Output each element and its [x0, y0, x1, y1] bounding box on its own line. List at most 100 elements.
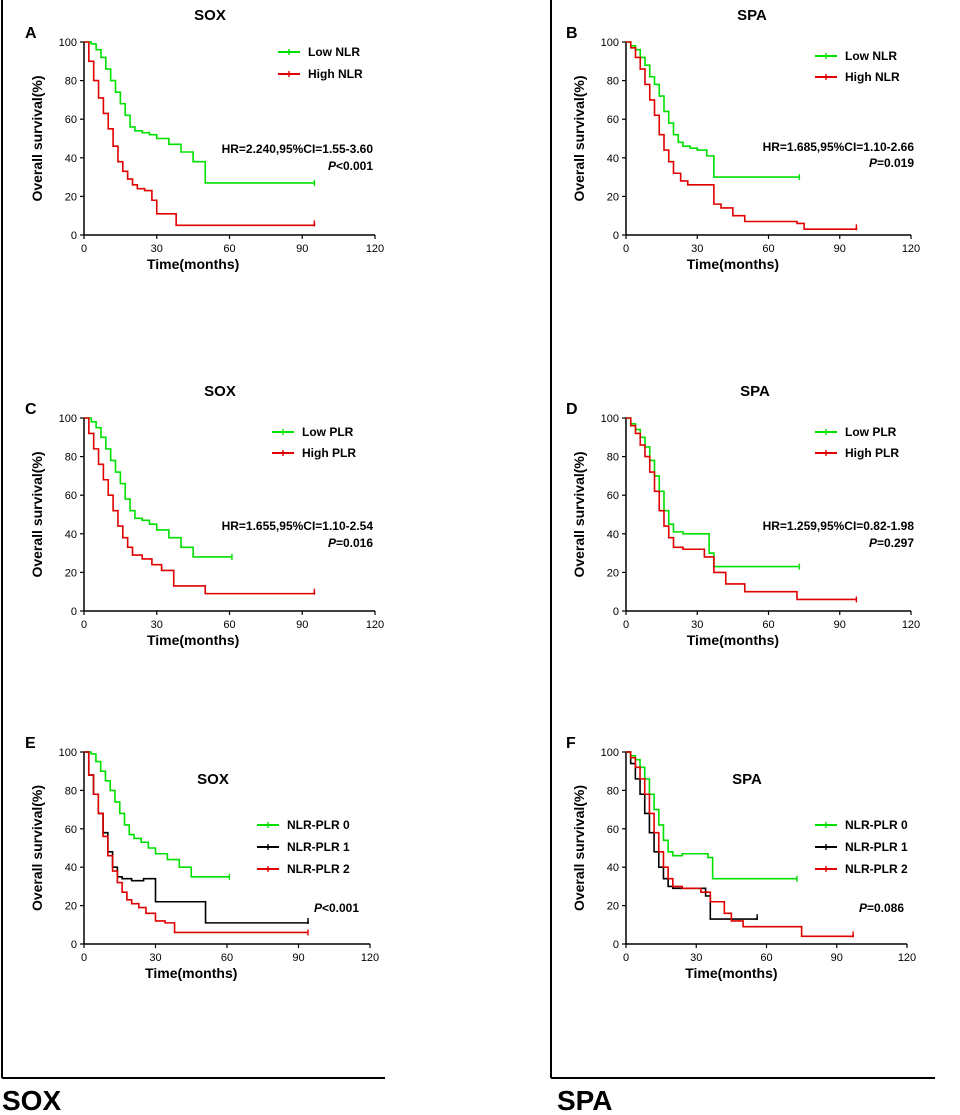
x-tick-label: 0 [623, 243, 629, 255]
x-tick-label: 120 [902, 619, 920, 631]
x-tick-label: 60 [223, 619, 235, 631]
p-symbol: P [859, 901, 868, 915]
y-tick-label: 20 [65, 191, 77, 203]
x-axis-label: Time(months) [687, 632, 779, 648]
x-tick-label: 30 [691, 619, 703, 631]
p-value-annotation: P=0.019 [869, 156, 914, 170]
x-tick-label: 30 [151, 243, 163, 255]
y-tick-label: 80 [65, 785, 77, 797]
x-tick-label: 0 [81, 952, 87, 964]
x-tick-label: 90 [834, 243, 846, 255]
p-symbol: P [328, 159, 337, 173]
x-tick-label: 0 [81, 619, 87, 631]
legend-label: Low NLR [308, 45, 360, 59]
panel-f: F SPA 0 20 40 60 80 100 0 30 60 90 120 Time(months) Ov… [566, 735, 916, 981]
y-tick-label: 100 [601, 413, 619, 425]
series-line-nlr-plr-0 [626, 751, 797, 880]
p-symbol: P [869, 536, 878, 550]
x-tick-label: 60 [223, 243, 235, 255]
p-value: =0.019 [877, 156, 914, 170]
x-axis-label: Time(months) [685, 965, 777, 981]
legend-label: Low PLR [845, 425, 897, 439]
y-tick-label: 40 [607, 529, 619, 541]
x-axis-label: Time(months) [687, 256, 779, 272]
x-tick-label: 60 [762, 243, 774, 255]
panel-letter: C [25, 401, 37, 418]
panel-letter: A [25, 25, 37, 42]
x-axis-label: Time(months) [145, 965, 237, 981]
series-line-high-nlr [626, 41, 858, 231]
y-tick-label: 20 [607, 901, 619, 913]
y-axis-label: Overall survival(%) [571, 785, 587, 911]
x-tick-label: 30 [151, 619, 163, 631]
series-line-nlr-plr-2 [626, 751, 854, 938]
x-tick-label: 120 [366, 619, 384, 631]
legend-label: NLR-PLR 1 [845, 840, 908, 854]
legend-label: NLR-PLR 0 [287, 818, 350, 832]
x-tick-label: 90 [831, 952, 843, 964]
legend-label: NLR-PLR 2 [845, 862, 908, 876]
panel-title: SPA [732, 771, 762, 788]
series-line-low-nlr [84, 41, 315, 184]
legend-label: NLR-PLR 0 [845, 818, 908, 832]
group-label-spa: SPA [557, 1085, 613, 1115]
y-axis-label: Overall survival(%) [29, 451, 45, 577]
series-line-low-plr [626, 417, 800, 568]
y-tick-label: 40 [607, 153, 619, 165]
panel-title: SPA [737, 7, 767, 24]
p-symbol: P [869, 156, 878, 170]
x-tick-label: 60 [760, 952, 772, 964]
p-value-annotation: P<0.001 [328, 159, 373, 173]
series-line-high-plr [626, 417, 857, 601]
x-tick-label: 0 [623, 952, 629, 964]
x-tick-label: 120 [902, 243, 920, 255]
y-tick-label: 60 [607, 490, 619, 502]
series-line-nlr-plr-0 [84, 751, 230, 878]
legend-label: High PLR [845, 446, 899, 460]
y-tick-label: 20 [607, 191, 619, 203]
p-value-annotation: P=0.016 [328, 536, 373, 550]
panels: A SOX 0 20 40 60 80 100 0 30 60 90 120 Time(months) Ov… [25, 7, 920, 981]
legend-label: NLR-PLR 1 [287, 840, 350, 854]
series-line-nlr-plr-2 [84, 751, 309, 934]
series-line-low-nlr [626, 41, 800, 178]
panel-letter: B [566, 25, 578, 42]
p-value-annotation: P<0.001 [314, 901, 359, 915]
y-tick-label: 20 [65, 901, 77, 913]
legend-label: NLR-PLR 2 [287, 862, 350, 876]
series-line-low-plr [84, 417, 232, 558]
panel-a: A SOX 0 20 40 60 80 100 0 30 60 90 120 Time(months) Ov… [25, 7, 384, 272]
x-tick-label: 120 [361, 952, 379, 964]
y-tick-label: 60 [607, 114, 619, 126]
y-tick-label: 0 [71, 939, 77, 951]
hazard-ratio-annotation: HR=1.655,95%CI=1.10-2.54 [222, 519, 374, 533]
x-tick-label: 60 [762, 619, 774, 631]
panel-letter: D [566, 401, 578, 418]
legend-label: High NLR [845, 70, 900, 84]
series-line-high-plr [84, 417, 316, 595]
panel-title: SOX [197, 771, 229, 788]
panel-b: B SPA 0 20 40 60 80 100 0 30 60 90 120 Time(months) Ov… [566, 7, 920, 272]
y-tick-label: 0 [71, 606, 77, 618]
x-tick-label: 90 [296, 619, 308, 631]
p-value-annotation: P=0.086 [859, 901, 904, 915]
series-line-nlr-plr-1 [626, 751, 758, 920]
y-tick-label: 100 [601, 37, 619, 49]
y-axis-label: Overall survival(%) [571, 451, 587, 577]
x-tick-label: 120 [366, 243, 384, 255]
x-tick-label: 0 [81, 243, 87, 255]
y-axis-label: Overall survival(%) [29, 785, 45, 911]
legend-label: High NLR [308, 67, 363, 81]
y-tick-label: 60 [65, 490, 77, 502]
y-tick-label: 40 [607, 862, 619, 874]
series-line-high-nlr [84, 41, 316, 227]
x-tick-label: 30 [690, 952, 702, 964]
y-tick-label: 80 [65, 452, 77, 464]
y-tick-label: 60 [65, 114, 77, 126]
panel-d: D SPA 0 20 40 60 80 100 0 30 60 90 120 Time(months) Ov… [566, 383, 920, 648]
y-tick-label: 100 [59, 747, 77, 759]
p-value: <0.001 [336, 159, 373, 173]
x-tick-label: 0 [623, 619, 629, 631]
y-tick-label: 0 [613, 230, 619, 242]
y-tick-label: 40 [65, 529, 77, 541]
